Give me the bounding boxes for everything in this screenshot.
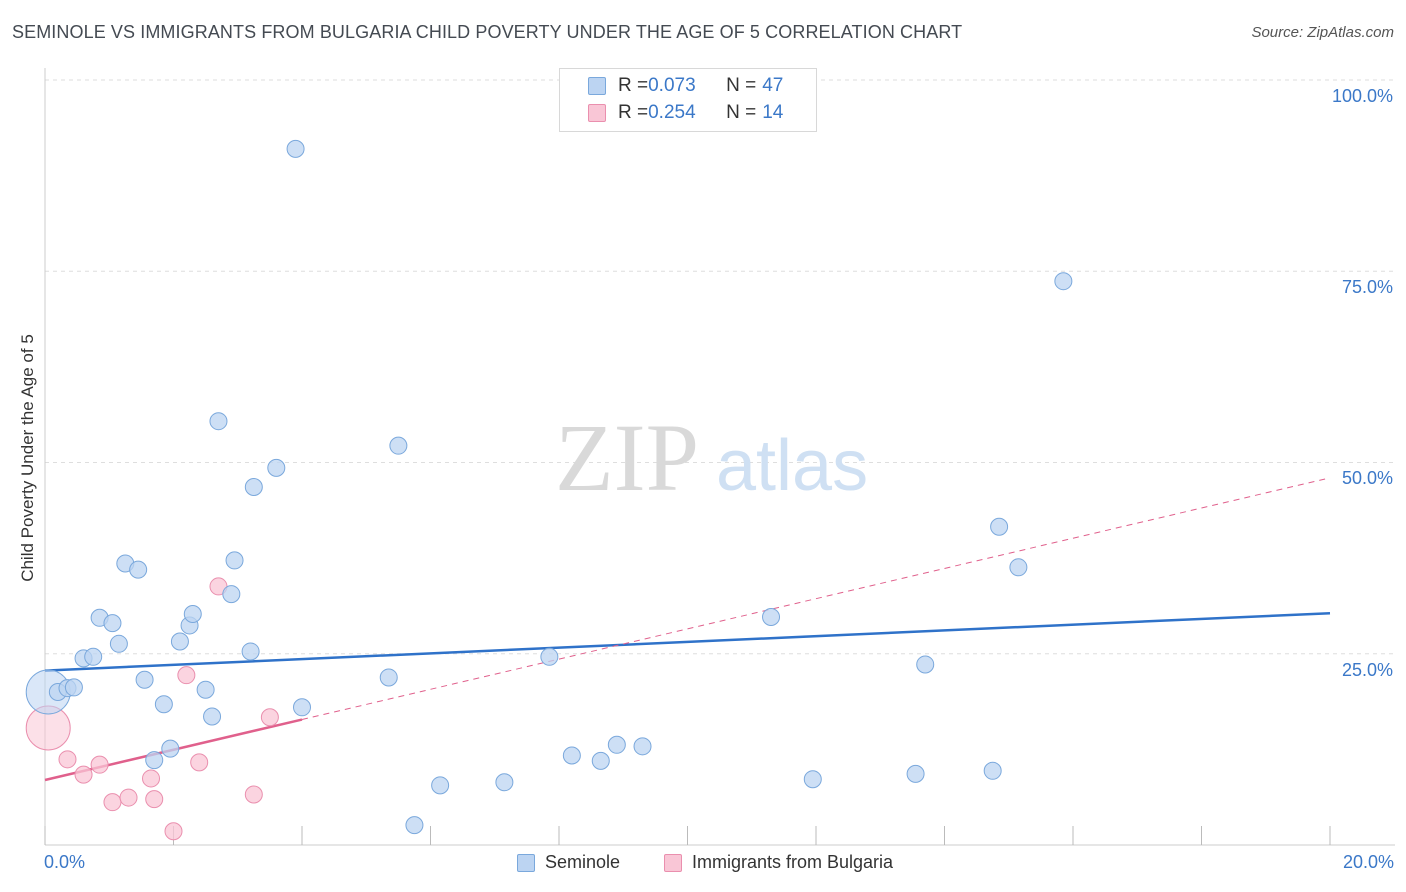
legend-r-value: 0.254 xyxy=(648,102,696,123)
seminole-point xyxy=(170,632,189,651)
legend-row-bulgaria: R = 0.254 N = 14 xyxy=(588,102,783,124)
watermark-atlas: atlas xyxy=(716,426,868,506)
seminole-point xyxy=(607,735,626,754)
legend-n-value: 14 xyxy=(762,102,784,123)
seminole-point xyxy=(145,751,164,770)
seminole-point xyxy=(244,477,263,496)
seminole-point xyxy=(135,670,154,689)
seminole-point xyxy=(916,655,935,674)
bulgaria-point xyxy=(164,822,183,841)
seminole-point xyxy=(209,412,228,431)
grid-lines xyxy=(45,79,1395,655)
legend-r-label: R = xyxy=(618,102,649,123)
bottom-legend-label: Seminole xyxy=(545,852,621,872)
bulgaria-point xyxy=(74,765,93,784)
seminole-point xyxy=(1009,558,1028,577)
seminole-point xyxy=(222,585,241,604)
bottom-legend-bulgaria: Immigrants from Bulgaria xyxy=(664,852,893,873)
bulgaria-point xyxy=(90,755,109,774)
legend-n-label: N = xyxy=(726,102,757,123)
bulgaria-swatch xyxy=(664,853,682,872)
seminole-point xyxy=(562,746,581,765)
seminole-point xyxy=(1054,272,1073,291)
bulgaria-swatch xyxy=(588,104,606,122)
bulgaria-point xyxy=(119,788,138,807)
seminole-point xyxy=(495,773,514,792)
seminole-point xyxy=(154,695,173,714)
source-credit: Source: ZipAtlas.com xyxy=(1251,24,1394,41)
bulgaria-trend-line-dashed xyxy=(301,477,1331,721)
data-points xyxy=(25,139,1073,841)
bulgaria-point xyxy=(103,793,122,812)
seminole-point xyxy=(591,751,610,770)
seminole-point xyxy=(286,139,305,158)
seminole-point xyxy=(103,614,122,633)
seminole-point xyxy=(633,737,652,756)
legend: R = 0.073 N = 47 R = 0.254 N = 14 xyxy=(559,68,817,132)
seminole-point xyxy=(203,707,222,726)
seminole-point xyxy=(906,764,925,783)
seminole-point xyxy=(405,816,424,835)
bulgaria-point xyxy=(145,790,164,809)
seminole-point xyxy=(84,647,103,666)
legend-n-value: 47 xyxy=(762,75,784,96)
seminole-point xyxy=(983,761,1002,780)
bulgaria-point xyxy=(190,753,209,772)
bottom-legend-label: Immigrants from Bulgaria xyxy=(692,852,894,872)
bulgaria-point xyxy=(142,769,161,788)
watermark-zip: ZIP xyxy=(555,404,699,511)
seminole-point xyxy=(379,668,398,687)
x-tick-label-max: 20.0% xyxy=(1342,852,1394,872)
seminole-point xyxy=(293,698,311,717)
seminole-swatch xyxy=(588,77,606,95)
y-tick-label-50: 50.0% xyxy=(1341,468,1393,488)
seminole-point xyxy=(161,739,180,758)
seminole-point xyxy=(990,517,1009,536)
seminole-point xyxy=(241,642,260,661)
legend-row-seminole: R = 0.073 N = 47 xyxy=(588,75,783,97)
seminole-point xyxy=(389,436,408,455)
legend-r-label: R = xyxy=(618,75,649,96)
trend-lines xyxy=(44,477,1331,782)
seminole-swatch xyxy=(517,853,535,872)
legend-n-label: N = xyxy=(726,75,757,96)
bulgaria-point xyxy=(177,666,196,685)
chart-title: SEMINOLE VS IMMIGRANTS FROM BULGARIA CHI… xyxy=(12,22,963,42)
seminole-point xyxy=(225,551,244,570)
seminole-point xyxy=(762,608,781,627)
seminole-point xyxy=(803,770,822,789)
seminole-point xyxy=(540,647,559,666)
y-tick-label-100: 100.0% xyxy=(1331,86,1393,106)
bulgaria-point xyxy=(58,750,77,769)
y-tick-label-75: 75.0% xyxy=(1341,277,1393,297)
bulgaria-point xyxy=(244,785,263,804)
seminole-point xyxy=(196,680,215,699)
seminole-point xyxy=(129,560,148,579)
seminole-trend-line xyxy=(44,611,1331,672)
x-tick-label-min: 0.0% xyxy=(44,852,86,872)
seminole-point xyxy=(431,776,450,795)
bulgaria-point xyxy=(260,708,279,727)
bottom-legend-seminole: Seminole xyxy=(517,852,620,873)
seminole-point xyxy=(267,458,286,477)
legend-r-value: 0.073 xyxy=(648,75,696,96)
seminole-point xyxy=(64,678,83,697)
seminole-point xyxy=(109,634,128,653)
watermark: ZIP atlas xyxy=(555,404,868,511)
y-tick-label-25: 25.0% xyxy=(1341,660,1393,680)
seminole-point xyxy=(183,604,202,623)
